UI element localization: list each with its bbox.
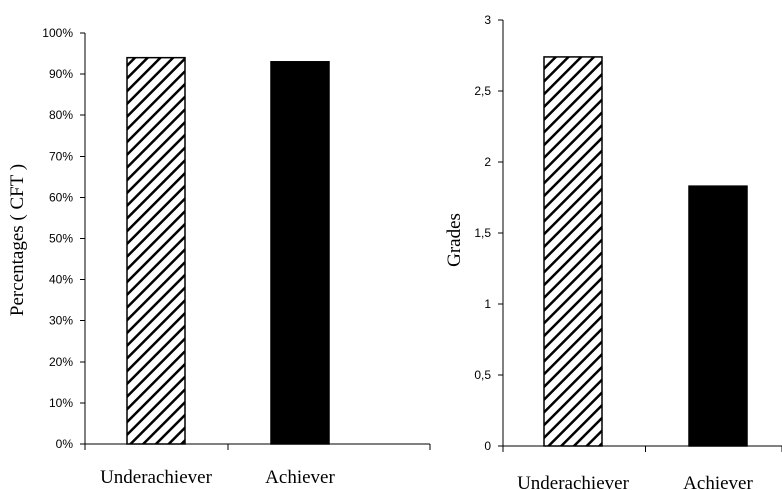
left-y-axis-title: Percentages ( CFT ) <box>7 164 28 316</box>
left-y-tick-label: 90% <box>49 67 73 81</box>
left-y-tick-label: 50% <box>49 232 73 246</box>
right-y-tick-label: 2,5 <box>474 84 491 98</box>
right-y-tick-label: 2 <box>484 155 491 169</box>
left-bar-underachiever <box>126 56 186 445</box>
left-y-tick-label: 20% <box>49 355 73 369</box>
right-category-label: Underachiever <box>517 473 629 490</box>
left-chart-percentages: Percentages ( CFT ) 0% 10% 20% 30% 40% 50% 60%… <box>7 26 431 488</box>
right-category-labels: Underachiever Achiever <box>502 446 782 490</box>
right-y-tick-label: 0 <box>484 439 491 453</box>
right-y-tick-label: 3 <box>484 13 491 27</box>
left-y-tick-label: 70% <box>49 149 73 163</box>
left-category-label: Underachiever <box>100 467 212 488</box>
right-chart-grades: Grades 0 0,5 1 1,5 2 2,5 3 Underachiever Achiev… <box>444 13 782 490</box>
right-bar-underachiever <box>543 56 603 447</box>
right-y-tick-label: 0,5 <box>474 368 491 382</box>
left-y-tick-label: 60% <box>49 190 73 204</box>
left-y-tick-label: 40% <box>49 273 73 287</box>
right-bars <box>543 56 748 447</box>
right-y-axis-title: Grades <box>444 213 465 267</box>
left-category-label: Achiever <box>265 467 335 488</box>
right-bar-achiever <box>688 185 748 447</box>
left-y-tick-labels: 0% 10% 20% 30% 40% 50% 60% 70% 80% 90% 100% <box>42 26 85 451</box>
left-y-tick-label: 100% <box>42 26 73 40</box>
left-y-tick-label: 0% <box>56 437 74 451</box>
right-y-tick-label: 1 <box>484 297 491 311</box>
left-y-tick-label: 30% <box>49 314 73 328</box>
left-y-tick-label: 80% <box>49 108 73 122</box>
right-y-tick-label: 1,5 <box>474 226 491 240</box>
left-y-tick-label: 10% <box>49 396 73 410</box>
right-category-label: Achiever <box>683 473 753 490</box>
left-bars <box>126 56 330 445</box>
right-y-tick-labels: 0 0,5 1 1,5 2 2,5 3 <box>474 13 503 453</box>
left-category-labels: Underachiever Achiever <box>84 444 431 488</box>
left-bar-achiever <box>270 61 330 445</box>
